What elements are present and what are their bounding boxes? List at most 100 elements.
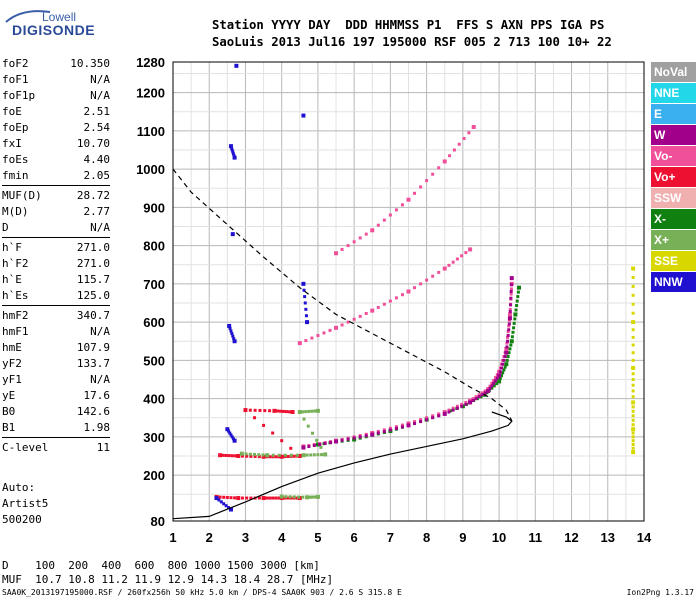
parameter-label: hmF1 [2,325,29,338]
echo-point [370,308,375,313]
legend-item: X- [651,209,696,229]
echo-trace-dot [307,409,311,413]
echo-trace-dot [631,418,635,422]
echo-trace-dot [309,495,313,499]
echo-trace-dot [271,455,275,459]
echo-trace-dot [506,333,510,337]
echo-trace-dot [346,320,350,324]
echo-trace-dot [233,454,237,458]
echo-point [236,453,241,458]
echo-trace-dot [271,453,275,457]
echo-point [305,320,310,325]
y-tick-label: 600 [143,315,165,330]
echo-trace-dot [448,154,452,158]
echo-trace-dot [488,386,492,390]
echo-trace-dot [413,420,417,424]
parameter-row: hmF2 340.7 [2,308,110,324]
echo-trace-dot [233,496,237,500]
echo-trace-dot [490,384,494,388]
echo-trace-dot [437,412,441,416]
auto-label: Auto: [2,481,36,494]
echo-trace-dot [358,236,362,240]
echo-point [228,507,233,512]
echo-trace-dot [464,402,468,406]
echo-trace-dot [315,438,319,442]
echo-trace-dot [431,172,435,176]
echo-trace-dot [474,395,478,399]
echo-point [509,339,514,344]
echo-point [497,379,502,384]
echo-trace-dot [502,368,506,372]
echo-trace-dot [451,406,455,410]
echo-point [334,439,339,444]
echo-trace-dot [316,453,320,457]
echo-trace-dot [248,452,252,456]
parameter-row: foEs 4.40 [2,152,110,168]
polarization-legend: NoVal NNE E W Vo- Vo+ SSW X- X+ SSE NNW [651,62,696,293]
echo-trace-dot [480,391,484,395]
echo-point [631,427,636,432]
echo-trace-dot [431,414,435,418]
echo-trace-dot [284,495,288,499]
echo-trace-dot [263,409,267,413]
echo-point [497,373,502,378]
parameter-label: yF1 [2,373,22,386]
echo-trace-dot [508,310,512,314]
echo-trace-dot [227,454,231,458]
echo-trace-dot [509,343,513,347]
echo-trace-dot [631,372,635,376]
echo-trace-dot [460,404,464,408]
echo-trace-dot [313,409,317,413]
parameter-value: 271.0 [76,257,110,270]
echo-trace-dot [268,455,272,459]
echo-point [261,496,266,501]
echo-point [406,289,411,294]
echo-trace-dot [275,409,279,413]
auto-version: 500200 [2,513,42,526]
echo-point [442,266,447,271]
parameter-row: foF2 10.350 [2,56,110,72]
x-tick-label: 7 [387,530,394,545]
echo-trace-dot [508,307,512,311]
echo-point [631,450,636,455]
muf-row: MUF 10.7 10.8 11.2 11.9 12.9 14.3 18.4 2… [2,573,334,586]
echo-trace-dot [513,317,517,321]
echo-trace-dot [312,444,316,448]
echo-trace-dot [400,293,404,297]
echo-point [279,494,284,499]
echo-trace-dot [507,328,511,332]
echo-trace-dot [277,455,281,459]
echo-point [334,251,339,256]
echo-trace-dot [419,185,423,189]
echo-trace-dot [222,502,226,506]
echo-trace-dot [292,454,296,458]
echo-trace-dot [268,409,272,413]
legend-item: NoVal [651,62,696,82]
parameter-label: h`Es [2,289,29,302]
echo-trace-dot [455,406,459,410]
echo-trace-dot [352,436,356,440]
echo-point [504,346,509,351]
parameter-row: foF1 N/A [2,72,110,88]
parameter-label: foE [2,105,22,118]
legend-item: X+ [651,230,696,250]
y-tick-label: 500 [143,353,165,368]
echo-trace-dot [285,410,289,414]
echo-trace-dot [631,302,635,306]
echo-trace-dot [394,426,398,430]
echo-trace-dot [631,435,635,439]
echo-trace-dot [474,397,478,401]
echo-trace-dot [464,400,468,404]
echo-trace-dot [310,336,314,340]
y-tick-label: 1280 [136,55,165,70]
echo-point [239,451,244,456]
echo-trace-dot [505,358,509,362]
logo-swoosh-icon [5,10,51,23]
parameter-row: yF1 N/A [2,372,110,388]
scaled-parameters-panel: foF2 10.350 foF1 N/A foF1p N/A foE 2.51 foEp 2.54… [2,56,110,456]
echo-trace-dot [221,453,225,457]
echo-trace-dot [631,311,635,315]
echo-trace-dot [477,395,481,399]
echo-trace-dot [227,429,231,433]
echo-trace-dot [480,393,484,397]
